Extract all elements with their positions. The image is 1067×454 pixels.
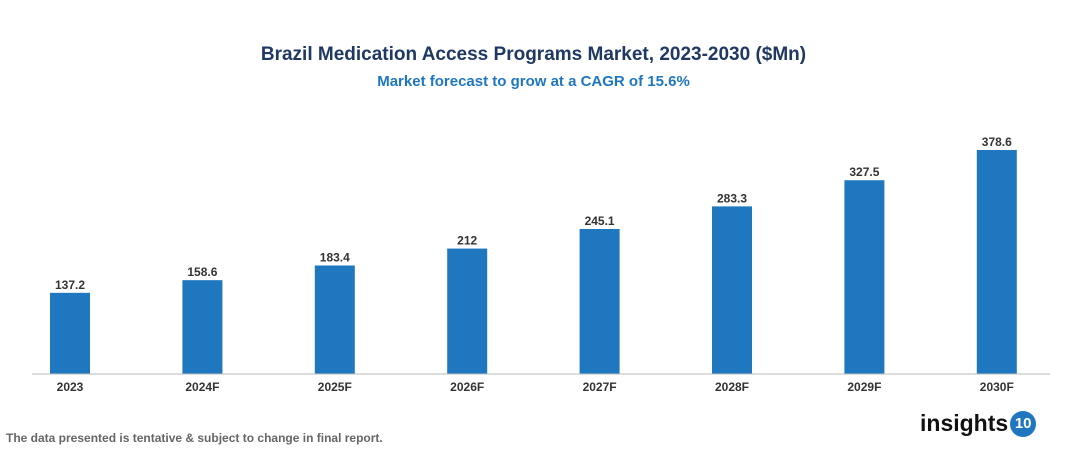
logo-text: insights xyxy=(920,410,1009,436)
x-tick-label: 2024F xyxy=(185,380,219,394)
x-tick-label: 2025F xyxy=(318,380,352,394)
x-tick-label: 2026F xyxy=(450,380,484,394)
bar xyxy=(579,228,620,374)
x-tick-label: 2028F xyxy=(715,380,749,394)
chart-title: Brazil Medication Access Programs Market… xyxy=(260,44,807,65)
bar xyxy=(844,180,885,374)
chart-subtitle: Market forecast to grow at a CAGR of 15.… xyxy=(377,73,690,90)
data-label: 283.3 xyxy=(717,191,747,205)
data-label: 245.1 xyxy=(585,214,615,228)
data-label: 378.6 xyxy=(982,135,1012,149)
data-label: 158.6 xyxy=(187,265,217,279)
data-label: 183.4 xyxy=(320,250,350,264)
data-label: 327.5 xyxy=(849,165,879,179)
logo-badge: 10 xyxy=(1010,410,1037,437)
x-tick-label: 2023 xyxy=(57,380,84,394)
bar xyxy=(50,292,90,374)
disclaimer-note: The data presented is tentative & subjec… xyxy=(6,431,383,445)
bar xyxy=(182,280,223,374)
bar xyxy=(314,265,355,374)
x-tick-label: 2027F xyxy=(583,380,617,394)
x-tick-label: 2030F xyxy=(980,380,1014,394)
x-tick-label: 2029F xyxy=(847,380,881,394)
bar xyxy=(976,150,1017,374)
bar xyxy=(712,206,752,374)
insights10-logo: insights 10 xyxy=(920,410,1037,437)
data-label: 212 xyxy=(457,234,477,248)
data-label: 137.2 xyxy=(55,278,85,292)
bar xyxy=(447,248,488,374)
